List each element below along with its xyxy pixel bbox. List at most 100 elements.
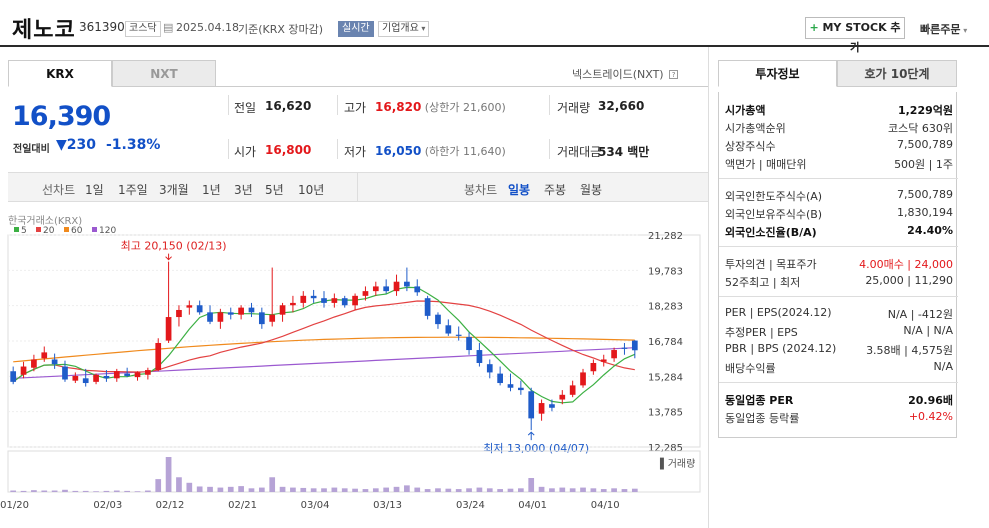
- x-tick-label: 03/24: [456, 500, 485, 511]
- x-tick-label: 03/13: [373, 500, 402, 511]
- volume-bar: [549, 488, 555, 492]
- x-tick-label: 02/12: [156, 500, 185, 511]
- invest-row: 시가총액순위 코스닥 630위: [725, 120, 953, 136]
- header-divider: [0, 45, 989, 47]
- legend-label: 120: [99, 226, 116, 236]
- period-1y[interactable]: 1년: [202, 183, 221, 197]
- x-tick-label: 02/03: [93, 500, 122, 511]
- price-chart[interactable]: 한국거래소(KRX)5 20 60 120 21,282 19,783 18,283 16,7…: [0, 205, 708, 528]
- candle-body: [51, 359, 58, 365]
- candle-body: [445, 325, 452, 334]
- volume-bar: [72, 490, 79, 492]
- candle-body: [518, 387, 524, 391]
- invest-value: N/A | -412원: [887, 308, 953, 321]
- candle-body: [134, 372, 141, 378]
- volume-label: ▌거래량: [659, 457, 695, 470]
- volume-bar: [476, 487, 483, 492]
- realtime-tag[interactable]: 실시간: [338, 21, 374, 37]
- company-info-dropdown[interactable]: 기업개요 ▾: [378, 21, 430, 37]
- tab-nxt[interactable]: NXT: [112, 60, 216, 87]
- price-rate: -1.38%: [106, 137, 161, 153]
- help-icon: ?: [669, 70, 679, 79]
- price-diff-value: 230: [66, 137, 97, 153]
- volume-bar: [455, 489, 462, 492]
- nxt-link[interactable]: 넥스트레이드(NXT) ?: [572, 66, 679, 82]
- candle-body: [145, 370, 151, 375]
- volume-bar: [321, 488, 327, 492]
- period-bar: 선차트 1일 1주일 3개월 1년 3년 5년 10년 봉차트 일봉 주봉 월봉: [8, 172, 708, 202]
- quick-order-button[interactable]: 빠른주문 ▾: [920, 21, 967, 37]
- candle-body: [424, 298, 431, 316]
- period-3y[interactable]: 3년: [234, 183, 253, 197]
- candle-body: [383, 286, 390, 292]
- volume-bar: [590, 488, 597, 492]
- invest-label: 투자의견 | 목표주가: [725, 258, 817, 271]
- period-5y[interactable]: 5년: [265, 183, 284, 197]
- period-1d[interactable]: 1일: [85, 183, 104, 197]
- candle-body: [600, 359, 607, 362]
- market-tag: 코스닥: [125, 21, 161, 37]
- mystock-add-button[interactable]: + MY STOCK 추가: [805, 17, 905, 54]
- volume-bar: [414, 487, 421, 492]
- period-10y[interactable]: 10년: [298, 183, 325, 197]
- invest-label: 시가총액: [725, 104, 766, 117]
- candle-body: [538, 403, 545, 414]
- candle-body: [321, 298, 327, 303]
- candle-body: [20, 366, 27, 375]
- invest-value: 7,500,789: [897, 138, 953, 151]
- tab-underline: [216, 86, 708, 87]
- panel-separator: [719, 246, 958, 247]
- volume-bar: [538, 486, 545, 492]
- candle-weekly[interactable]: 주봉: [544, 183, 567, 197]
- invest-label: 동일업종 PER: [725, 394, 794, 407]
- candle-body: [176, 309, 182, 318]
- summary-label: 저가: [344, 145, 367, 159]
- volume-bar: [217, 487, 224, 492]
- period-3m[interactable]: 3개월: [159, 183, 189, 197]
- invest-value: +0.42%: [908, 410, 953, 423]
- candle-body: [559, 394, 566, 400]
- invest-label: 액면가 | 매매단위: [725, 158, 807, 171]
- y-tick-label: 13,785: [648, 408, 683, 419]
- candle-body: [352, 295, 358, 306]
- candle-body: [238, 307, 244, 315]
- tab-order-book[interactable]: 호가 10단계: [837, 60, 957, 87]
- invest-value: 4.00매수 | 24,000: [859, 258, 953, 271]
- company-info-label: 기업개요: [382, 23, 419, 34]
- legend-swatch: [92, 227, 97, 232]
- volume-bar: [238, 486, 244, 492]
- volume-bar: [51, 490, 58, 492]
- tab-krx[interactable]: KRX: [8, 60, 112, 87]
- volume-bar: [300, 487, 307, 492]
- candle-body: [196, 305, 203, 313]
- candle-body: [331, 298, 338, 303]
- candle-monthly[interactable]: 월봉: [580, 183, 603, 197]
- volume-bar: [20, 490, 27, 492]
- volume-bar: [82, 490, 89, 492]
- candle-body: [497, 373, 503, 384]
- invest-label: 상장주식수: [725, 140, 776, 153]
- volume-bar: [41, 490, 48, 492]
- candle-body: [362, 291, 369, 296]
- candle-body: [113, 371, 120, 379]
- volume-bar: [227, 486, 234, 492]
- invest-value: 3.58배 | 4,575원: [866, 344, 953, 357]
- candle-body: [62, 366, 68, 380]
- period-1w[interactable]: 1주일: [118, 183, 148, 197]
- candle-body: [217, 312, 224, 322]
- volume-bar: [518, 488, 524, 492]
- volume-bar: [331, 487, 338, 492]
- volume-bar: [145, 490, 151, 492]
- candle-daily[interactable]: 일봉: [508, 183, 531, 197]
- tab-invest-info[interactable]: 투자정보: [718, 60, 837, 87]
- volume-bar: [466, 488, 472, 492]
- x-tick-label: 01/20: [0, 500, 29, 511]
- candle-body: [41, 352, 48, 359]
- volume-bar: [103, 490, 110, 492]
- invest-row: 시가총액 1,229억원: [725, 102, 953, 118]
- candle-body: [631, 340, 638, 351]
- candle-body: [486, 364, 493, 373]
- candle-body: [103, 375, 110, 379]
- volume-bar: [424, 489, 431, 492]
- candle-body: [82, 378, 89, 384]
